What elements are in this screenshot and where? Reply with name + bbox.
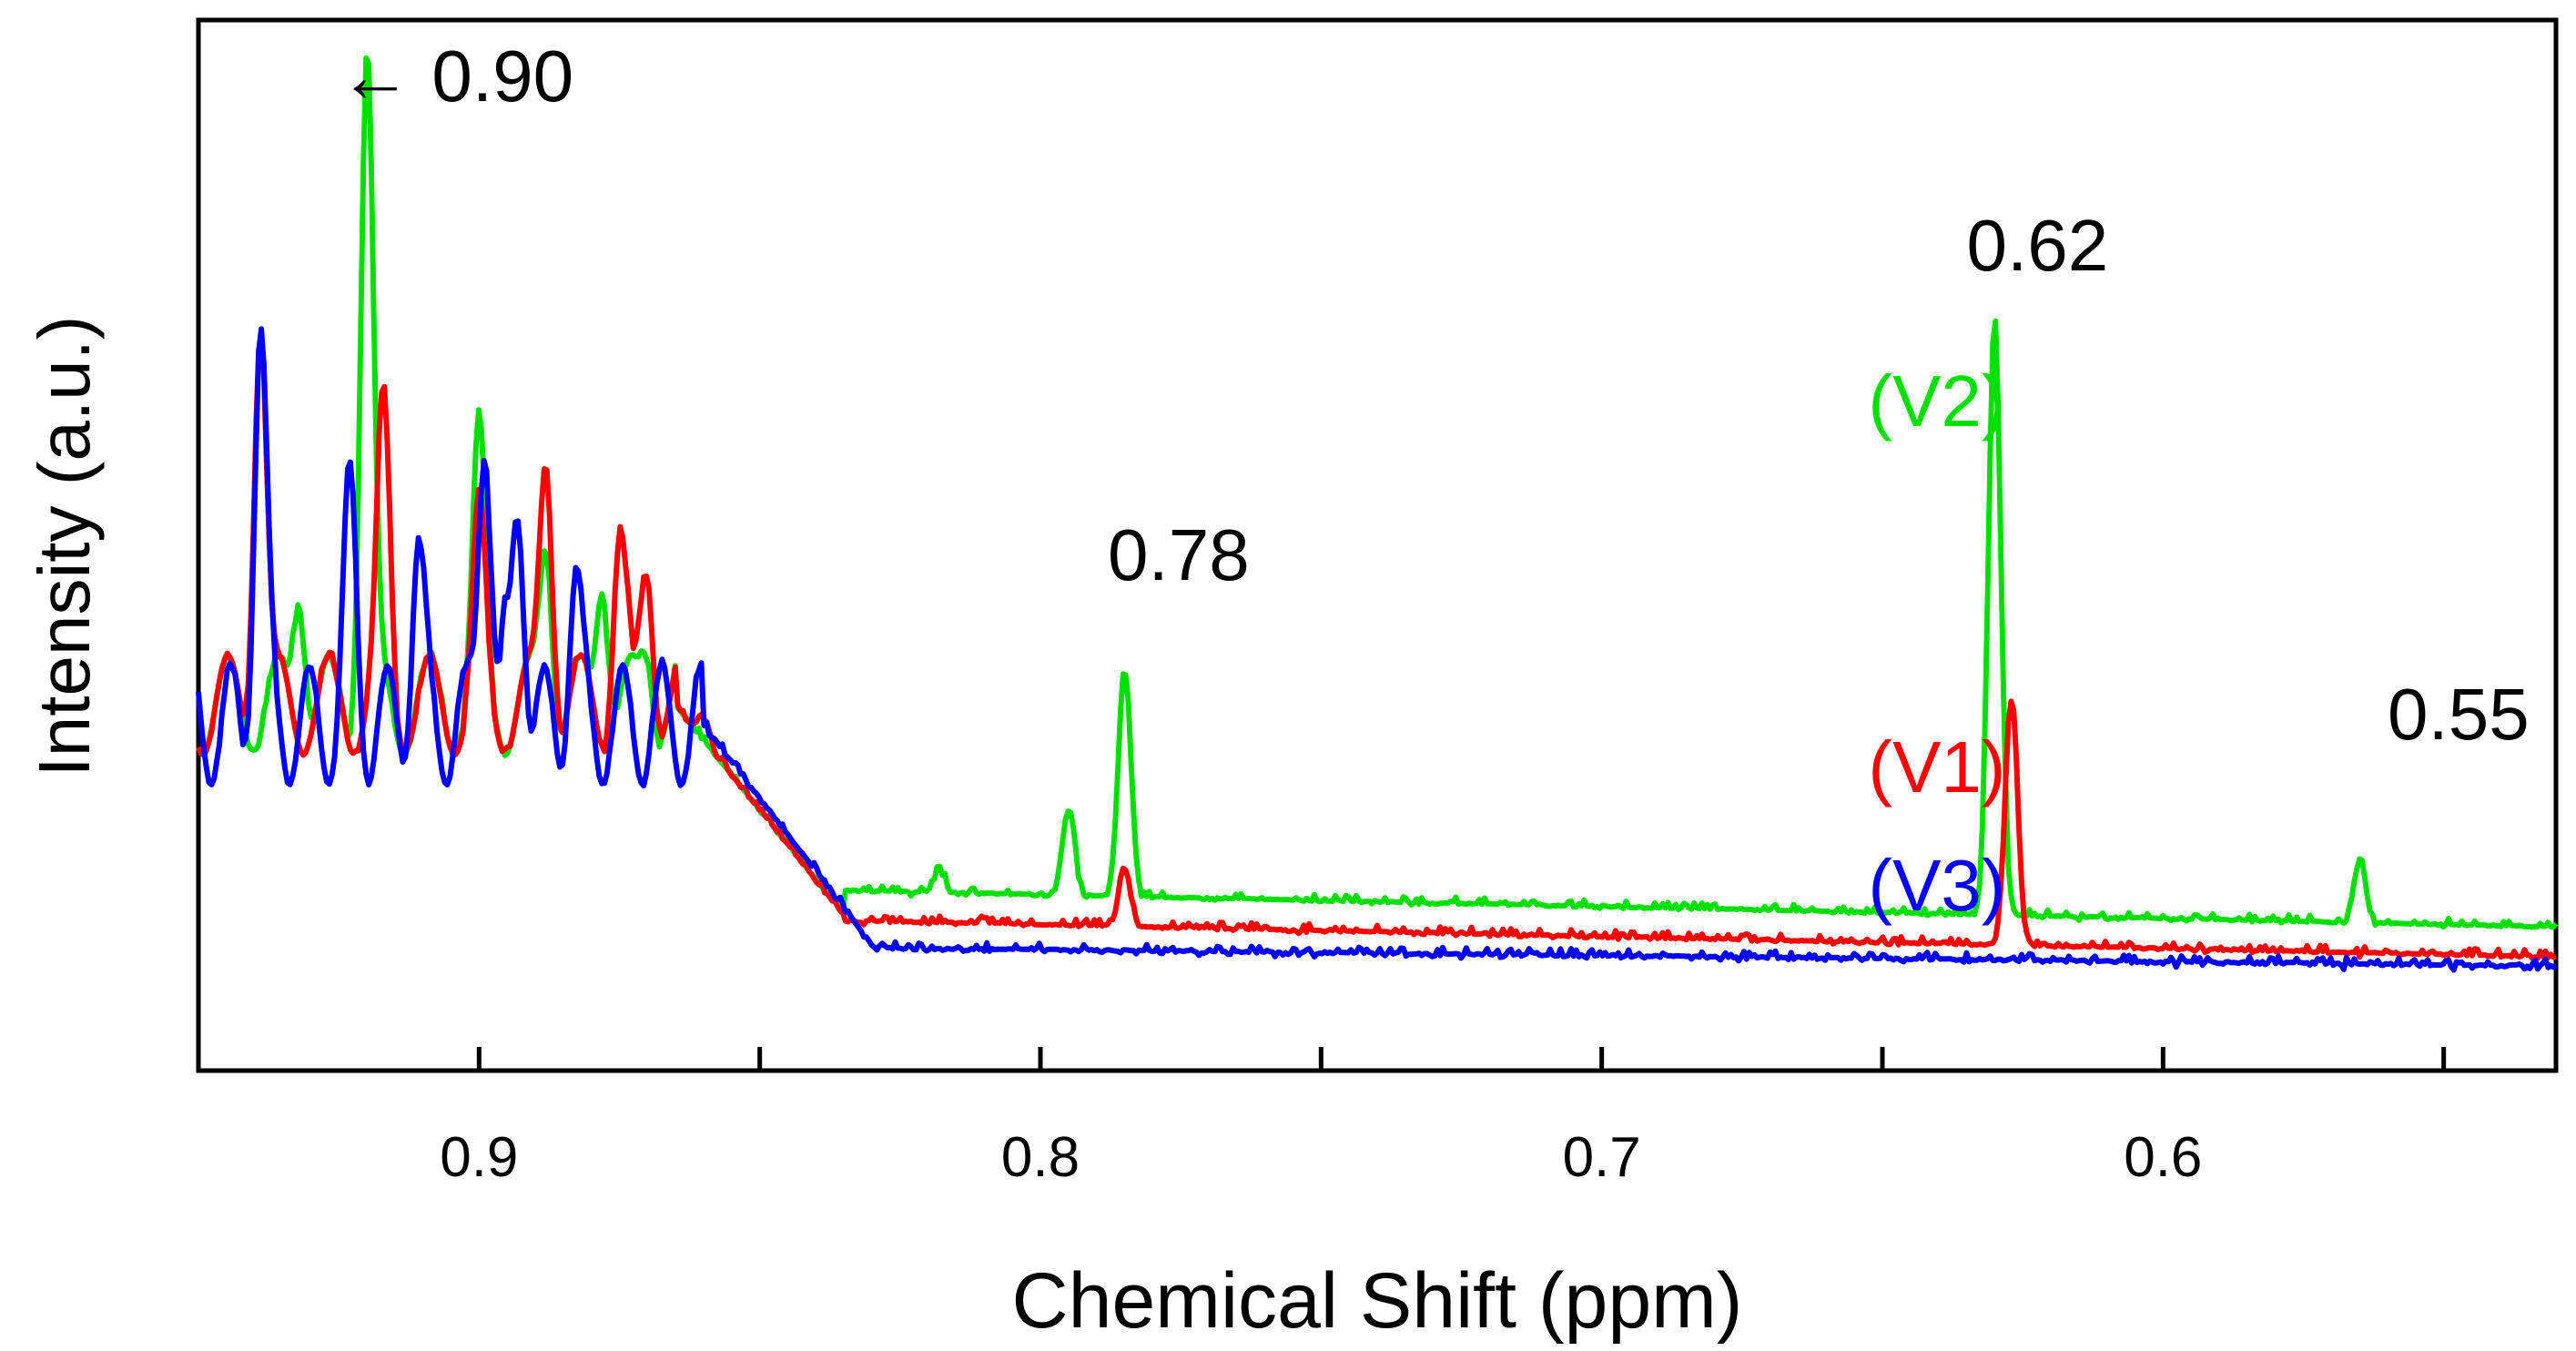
x-tick-label-1: 0.8 (1001, 1126, 1080, 1189)
annotations: ← 0.90 0.78 0.62 0.55 (339, 36, 2530, 755)
legend: (V2) (V1) (V3) (1868, 361, 2005, 926)
peak-annotation-0: ← 0.90 (339, 36, 573, 117)
series-line-0 (196, 55, 2559, 930)
legend-label-2: (V3) (1868, 845, 2005, 926)
peak-annotation-3: 0.55 (2388, 674, 2530, 755)
y-axis-label: Intensity (a.u.) (24, 316, 105, 777)
x-tick-label-2: 0.7 (1563, 1126, 1641, 1189)
legend-label-1: (V1) (1868, 726, 2005, 808)
peak-annotation-2: 0.62 (1967, 205, 2109, 286)
x-axis-label: Chemical Shift (ppm) (1012, 1257, 1743, 1345)
legend-label-0: (V2) (1868, 361, 2005, 442)
series-line-1 (196, 330, 2557, 961)
plot-frame (196, 17, 2559, 1073)
series-layer (196, 55, 2559, 973)
series-line-2 (196, 326, 2558, 973)
x-tick-label-3: 0.6 (2124, 1126, 2202, 1189)
x-ticks: 0.9 0.8 0.7 0.6 (196, 1047, 2447, 1189)
x-tick-label-0: 0.9 (440, 1126, 518, 1189)
peak-annotation-1: 0.78 (1108, 514, 1250, 595)
